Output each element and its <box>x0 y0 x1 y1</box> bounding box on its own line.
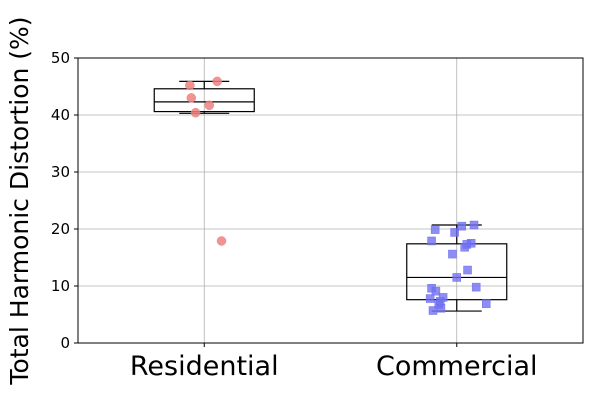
y-tick-label: 50 <box>51 49 70 67</box>
y-tick-label: 30 <box>51 163 70 181</box>
data-point-residential <box>185 80 195 91</box>
data-point-residential <box>216 236 227 246</box>
data-point-residential <box>186 93 197 103</box>
data-point-residential <box>204 100 215 111</box>
category-label-commercial: Commercial <box>376 351 538 382</box>
axis-layer: 0 10 20 30 40 50 Residential Commercial <box>51 49 538 382</box>
point-layer <box>185 76 491 315</box>
y-tick-label: 10 <box>51 277 70 295</box>
data-point-commercial <box>430 225 440 234</box>
category-label-residential: Residential <box>130 351 279 382</box>
plot-frame <box>77 57 584 344</box>
y-tick-label: 0 <box>60 334 70 352</box>
data-point-commercial <box>457 221 467 231</box>
data-point-residential <box>212 76 222 87</box>
data-point-commercial <box>450 228 459 237</box>
data-point-commercial <box>436 303 446 313</box>
data-point-commercial <box>471 282 481 292</box>
data-point-commercial <box>425 294 435 303</box>
data-point-commercial <box>427 236 436 246</box>
y-tick-label: 20 <box>51 220 70 238</box>
y-axis-title: Total Harmonic Distortion (%) <box>5 16 34 385</box>
data-point-commercial <box>448 249 457 259</box>
data-point-commercial <box>482 299 491 308</box>
y-tick-label: 40 <box>51 106 70 124</box>
data-point-commercial <box>438 293 448 302</box>
data-point-commercial <box>452 273 461 282</box>
data-point-residential <box>190 107 201 118</box>
data-point-commercial <box>469 220 479 230</box>
data-point-commercial <box>466 239 476 248</box>
data-point-commercial <box>431 286 441 296</box>
data-point-commercial <box>463 265 472 275</box>
